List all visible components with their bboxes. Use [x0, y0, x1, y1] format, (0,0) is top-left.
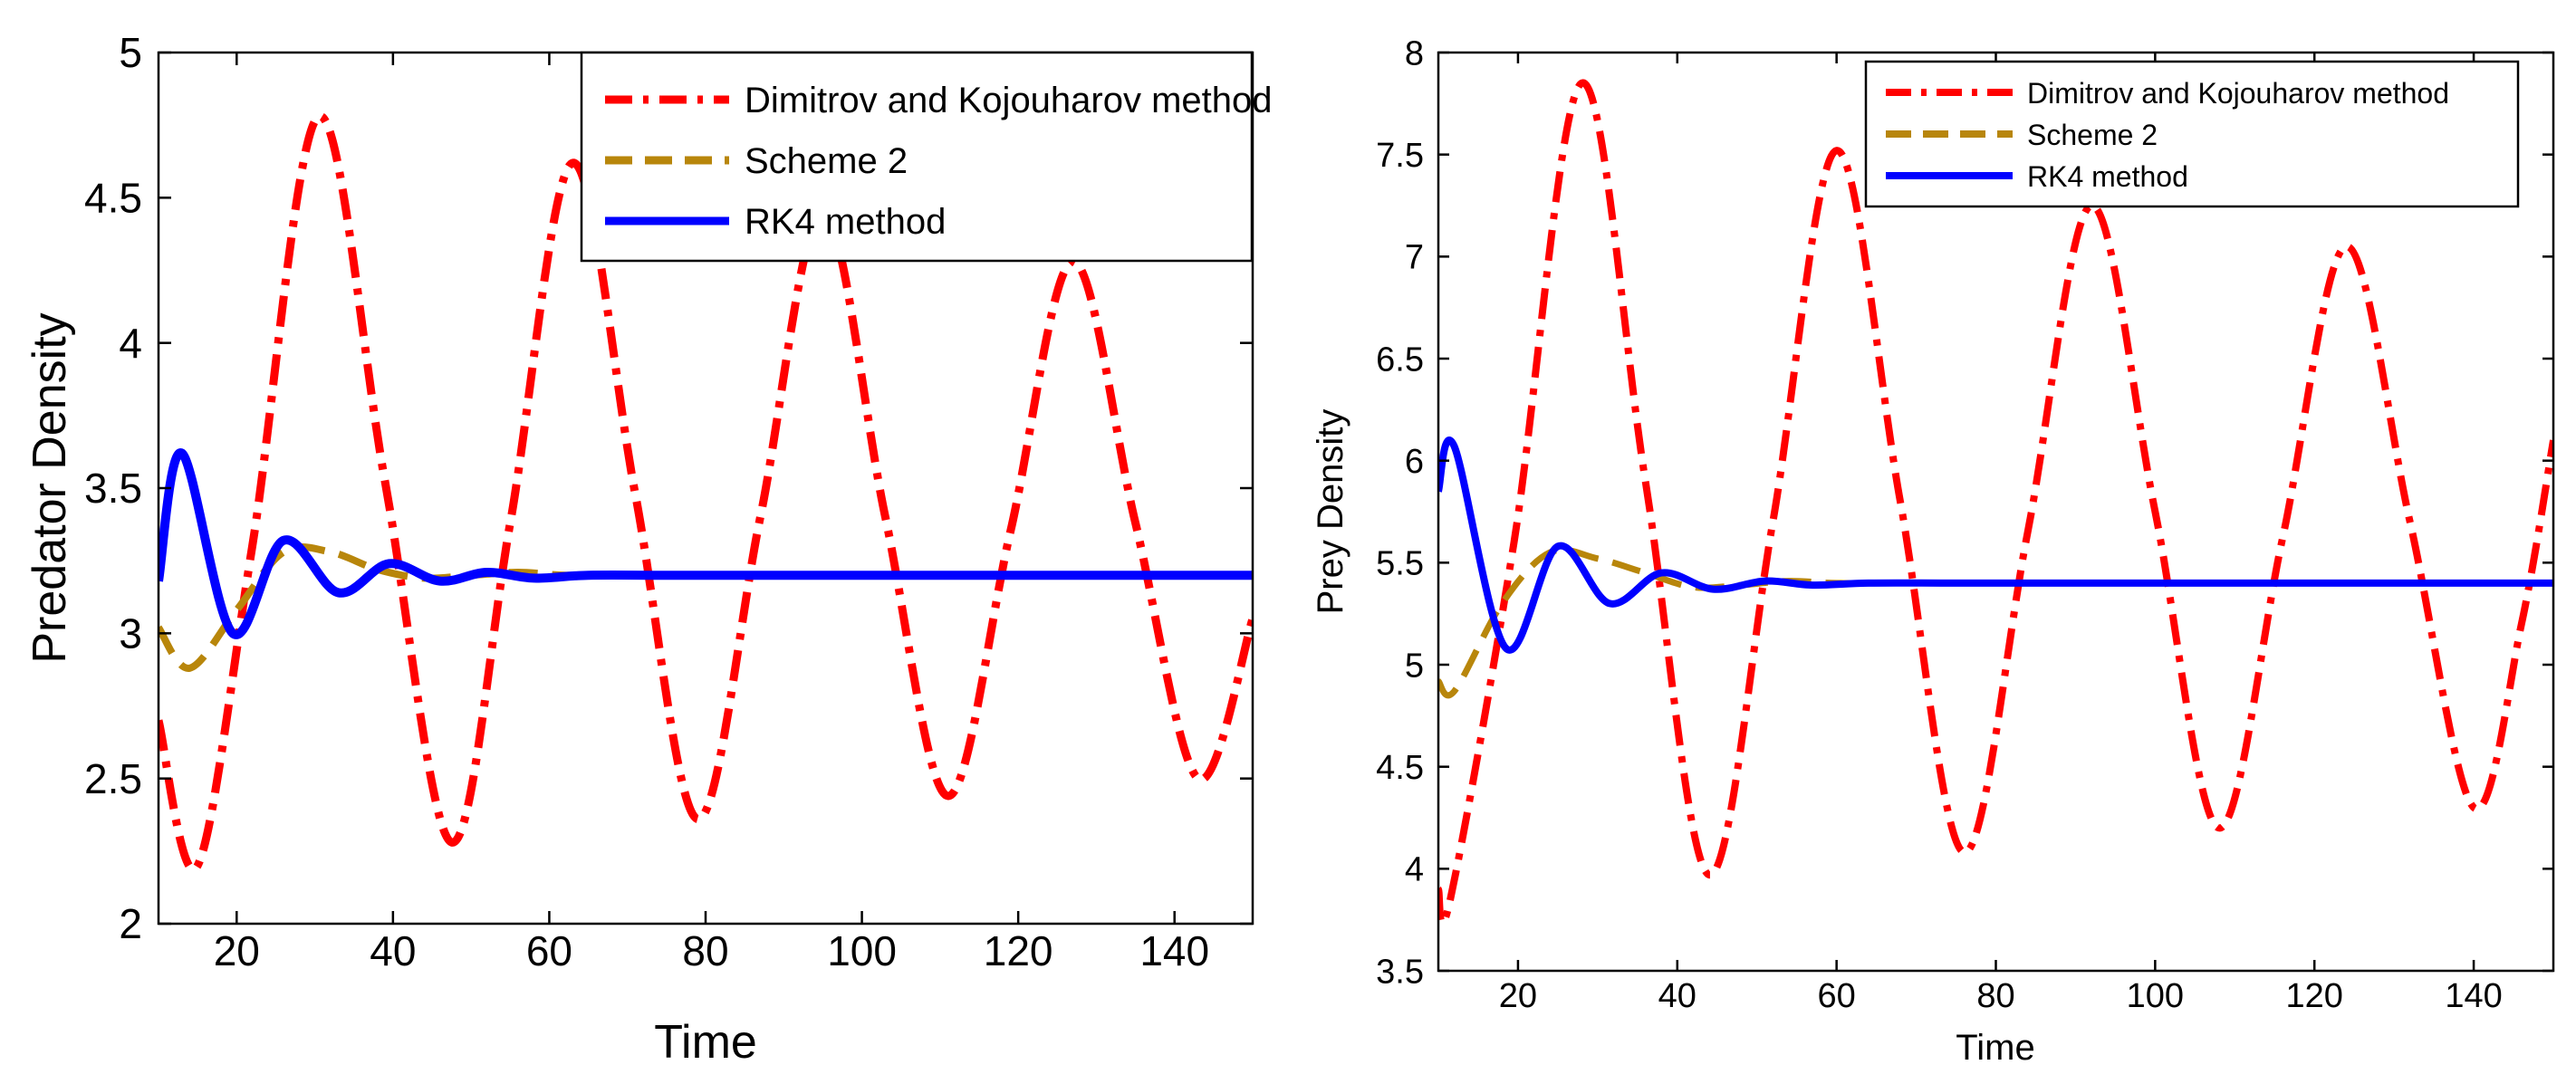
series-line-0 [159, 112, 1253, 874]
legend-label-rk4: RK4 method [745, 202, 946, 242]
predator-chart: 20 40 60 80 100 120 140 2 2.5 3 3.5 4 4.5 5 Time Pred… [24, 29, 1273, 1069]
y-tick-label: 4 [1405, 851, 1424, 889]
y-tick-label: 6 [1405, 443, 1424, 481]
y-tick-label: 3.5 [1376, 953, 1424, 991]
x-tick-label: 20 [1499, 977, 1537, 1015]
series-line-0 [1438, 79, 2553, 927]
y-tick-label: 2 [119, 900, 142, 947]
legend-label-dk: Dimitrov and Kojouharov method [745, 81, 1273, 120]
x-tick-label: 100 [827, 927, 897, 974]
x-tick-label: 140 [2445, 977, 2502, 1015]
y-tick-label: 7.5 [1376, 137, 1424, 175]
y-tick-label: 2.5 [84, 755, 142, 802]
legend-label-scheme2: Scheme 2 [2027, 119, 2158, 151]
legend-label-scheme2: Scheme 2 [745, 141, 908, 181]
y-tick-label: 8 [1405, 34, 1424, 72]
x-tick-label: 60 [526, 927, 572, 974]
y-tick-label: 4.5 [1376, 749, 1424, 787]
x-tick-label: 140 [1139, 927, 1209, 974]
x-tick-label: 60 [1818, 977, 1856, 1015]
x-tick-label: 40 [370, 927, 416, 974]
legend-box [580, 51, 1254, 263]
x-axis-title: Time [1956, 1028, 2034, 1068]
prey-chart: 20 40 60 80 100 120 140 3.5 4 4.5 5 5.5 6 6.5 7 7.5 8 Ti… [1311, 34, 2555, 1068]
x-tick-label: 120 [2286, 977, 2343, 1015]
x-tick-label: 80 [1976, 977, 2014, 1015]
x-tick-label: 120 [984, 927, 1053, 974]
legend: Dimitrov and Kojouharov method Scheme 2 … [1864, 60, 2520, 208]
y-tick-label: 3 [119, 609, 142, 657]
y-tick-label: 5 [119, 29, 142, 76]
legend-label-rk4: RK4 method [2027, 160, 2188, 193]
y-tick-label: 6.5 [1376, 341, 1424, 379]
x-tick-label: 100 [2127, 977, 2184, 1015]
y-tick-label: 4.5 [84, 174, 142, 221]
y-tick-label: 5 [1405, 647, 1424, 685]
legend: Dimitrov and Kojouharov method Scheme 2 … [580, 51, 1273, 263]
y-tick-label: 3.5 [84, 465, 142, 512]
y-axis-title: Prey Density [1311, 409, 1350, 615]
legend-label-dk: Dimitrov and Kojouharov method [2027, 77, 2449, 110]
x-tick-label: 80 [682, 927, 728, 974]
x-tick-label: 20 [214, 927, 260, 974]
y-tick-label: 4 [119, 320, 142, 367]
series-line-2 [159, 448, 1253, 639]
series-line-2 [1438, 436, 2553, 654]
x-tick-label: 40 [1658, 977, 1697, 1015]
y-tick-label: 7 [1405, 239, 1424, 277]
y-axis-title: Predator Density [24, 312, 76, 663]
plot-frame [1437, 51, 2555, 973]
y-tick-label: 5.5 [1376, 545, 1424, 583]
x-axis-title: Time [654, 1016, 757, 1069]
